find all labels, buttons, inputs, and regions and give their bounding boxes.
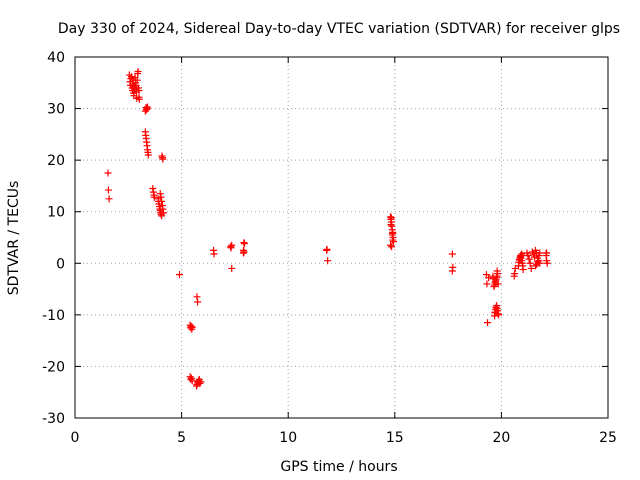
data-point	[534, 258, 542, 266]
data-point	[491, 309, 499, 317]
data-point	[156, 190, 164, 198]
data-point	[134, 67, 142, 75]
data-point	[516, 256, 524, 264]
x-tick-label: 25	[599, 430, 617, 446]
data-point	[210, 250, 218, 258]
data-point	[104, 186, 112, 194]
data-point	[193, 293, 201, 301]
y-tick-label: 0	[56, 256, 65, 272]
data-point	[157, 193, 165, 201]
data-point	[188, 323, 196, 331]
data-point	[175, 271, 183, 279]
data-point	[131, 85, 139, 93]
y-tick-label: -30	[42, 411, 65, 427]
data-point	[197, 378, 205, 386]
data-point	[494, 310, 502, 318]
plot-frame	[74, 56, 609, 419]
data-point	[150, 193, 158, 201]
data-points	[104, 67, 551, 390]
data-point	[390, 238, 398, 246]
chart-title: Day 330 of 2024, Sidereal Day-to-day VTE…	[58, 21, 620, 37]
data-point	[524, 252, 532, 260]
data-point	[530, 253, 538, 261]
data-point	[158, 197, 166, 205]
data-point	[543, 249, 551, 257]
data-point	[536, 249, 544, 257]
x-tick-label: 5	[177, 430, 186, 446]
x-axis-label: GPS time / hours	[280, 459, 397, 475]
data-point	[389, 236, 397, 244]
y-tick-label: 30	[47, 102, 65, 118]
data-point	[448, 267, 456, 275]
data-point	[144, 151, 152, 159]
data-point	[448, 250, 456, 258]
data-point	[194, 298, 202, 306]
data-point	[485, 274, 493, 282]
data-point	[518, 250, 526, 258]
x-tick-label: 10	[279, 430, 297, 446]
data-point	[492, 304, 500, 312]
data-point	[159, 209, 167, 217]
data-point	[240, 248, 248, 256]
y-tick-label: 20	[47, 153, 65, 169]
data-point	[104, 169, 112, 177]
data-point	[240, 239, 248, 247]
data-point	[239, 249, 247, 257]
data-point	[494, 280, 502, 288]
axis-ticks: 0 5 10 15 20 25 -30 -20 -10 0 10 20 30 40	[42, 50, 617, 446]
data-point	[526, 259, 534, 267]
data-point	[135, 87, 143, 95]
data-point	[240, 240, 248, 248]
y-tick-label: 40	[47, 50, 65, 66]
data-point	[323, 245, 331, 253]
data-point	[543, 259, 551, 267]
data-point	[187, 322, 195, 330]
data-point	[228, 241, 236, 249]
data-point	[196, 379, 204, 387]
data-point	[135, 95, 143, 103]
data-point	[525, 255, 533, 263]
data-point	[519, 265, 527, 273]
y-axis-label: SDTVAR / TECUs	[6, 181, 22, 296]
y-tick-label: 10	[47, 205, 65, 221]
data-point	[490, 282, 498, 290]
x-tick-label: 20	[492, 430, 510, 446]
data-point	[228, 264, 236, 272]
data-point	[387, 221, 395, 229]
data-point	[188, 377, 196, 385]
data-point	[511, 270, 519, 278]
data-point	[324, 257, 332, 265]
data-point	[493, 267, 501, 275]
data-point	[532, 262, 540, 270]
data-point	[483, 280, 491, 288]
data-point	[149, 185, 157, 193]
data-point	[159, 205, 167, 213]
data-point	[529, 250, 537, 258]
x-tick-label: 0	[71, 430, 80, 446]
data-point	[127, 73, 135, 81]
data-point	[105, 195, 113, 203]
data-point	[387, 241, 395, 249]
data-point	[388, 243, 396, 251]
x-tick-label: 15	[386, 430, 404, 446]
data-point	[484, 319, 492, 327]
data-point	[143, 103, 151, 111]
data-point	[187, 375, 195, 383]
data-point	[527, 264, 535, 272]
data-point	[159, 155, 167, 163]
y-tick-label: -10	[42, 308, 65, 324]
data-point	[387, 214, 395, 222]
data-point	[133, 76, 141, 84]
y-tick-label: -20	[42, 359, 65, 375]
